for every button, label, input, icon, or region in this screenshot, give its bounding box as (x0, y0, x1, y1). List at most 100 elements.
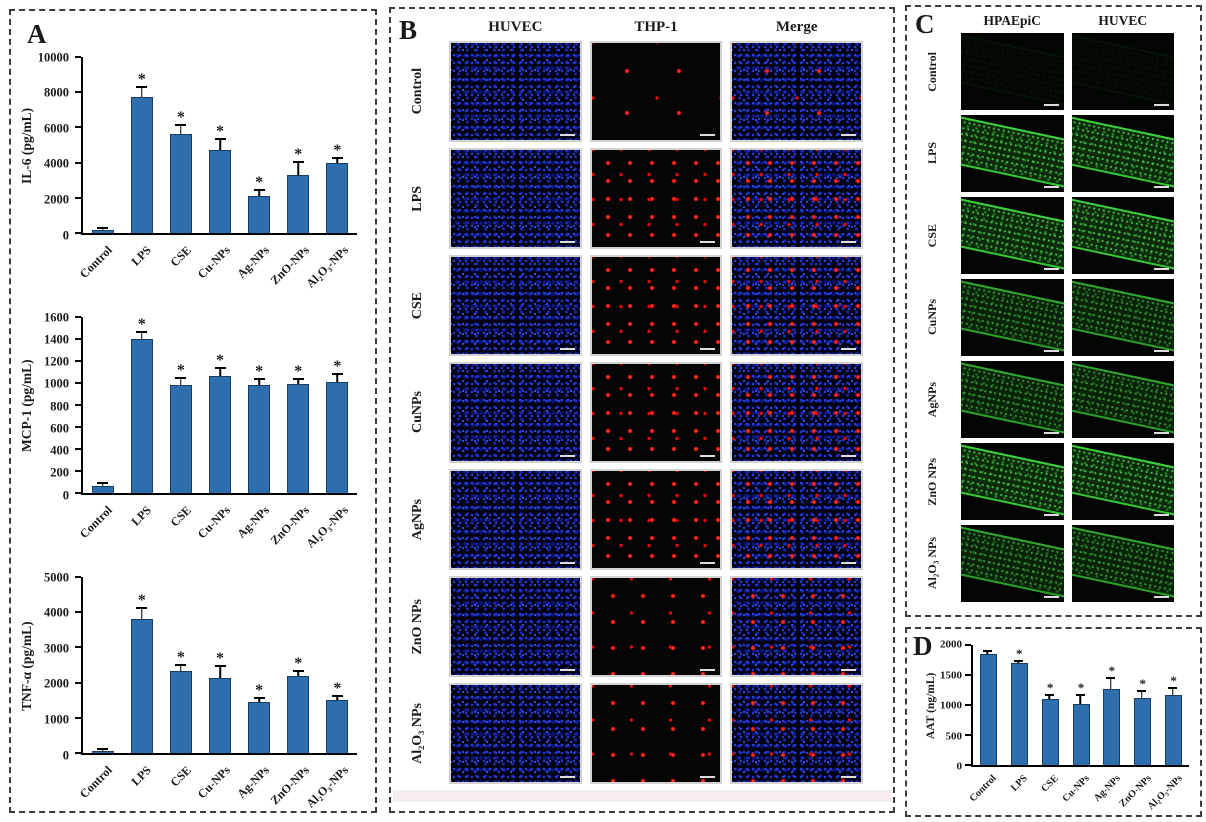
bar-cse (169, 385, 192, 493)
panel-b-grid: Control LPS CSE CuNPs AgNPs ZnO NPs Al₂O₃ NPs (391, 41, 893, 784)
micrograph-hpaepic-zno-nps (961, 443, 1064, 520)
tnfa-x-axis-labels: Control LPS CSE Cu-NPs Ag-NPs ZnO-NPs Al₂O₃-NP… (77, 757, 357, 813)
micrograph-huvec-control (1071, 33, 1174, 110)
y-tick-label: 1200 (44, 354, 69, 369)
y-tick-label: 200 (50, 465, 69, 480)
green-channel-layer (1071, 33, 1174, 107)
green-channel-layer (1071, 443, 1174, 517)
error-bar-al-o-nps (331, 695, 343, 700)
y-tick-label: 2000 (44, 676, 69, 691)
panel-d-letter: D (913, 631, 933, 661)
bar-al-o-nps (326, 381, 349, 493)
thp1-cells-layer (591, 150, 721, 247)
y-tick-mark (75, 646, 81, 649)
mcp1-y-axis: 0 200 400 600 800 1000 1200 1400 1600 (17, 311, 79, 501)
y-tick-mark (965, 674, 971, 676)
scale-bar (559, 348, 575, 350)
y-tick-mark (75, 56, 81, 58)
tnfa-plot-area: * * * * * * (75, 576, 357, 755)
micrograph-thp1-cunps (589, 362, 723, 463)
scale-bar (1154, 104, 1169, 106)
y-tick-mark (75, 752, 81, 754)
y-tick-mark (965, 644, 971, 646)
y-tick-label: 1600 (44, 309, 69, 324)
scale-bar (1043, 432, 1059, 434)
green-channel-layer (961, 115, 1064, 189)
column-header-hpaepic: HPAEpiC (983, 13, 1041, 28)
row-label-agnps: AgNPs (924, 381, 939, 418)
green-channel-layer (1071, 361, 1174, 435)
significance-asterisk: * (176, 108, 185, 126)
thp1-cells-layer (732, 685, 861, 782)
y-tick-label: 4000 (44, 605, 69, 620)
y-tick-label: 1500 (940, 669, 962, 681)
significance-asterisk: * (137, 592, 146, 610)
error-bar-al-o-nps (331, 373, 343, 382)
y-tick-label: 600 (50, 421, 69, 435)
bar-lps (1010, 663, 1028, 765)
row-label-cse: CSE (924, 223, 939, 248)
micrograph-huvec-cunps (449, 362, 582, 463)
row-label-lps: LPS (410, 185, 425, 212)
significance-asterisk: * (1139, 676, 1146, 692)
scale-bar (1154, 596, 1169, 598)
panel-c-row-zno-nps: ZnO NPs (907, 443, 1200, 520)
micrograph-huvec-agnps (1071, 361, 1174, 438)
panel-c-column-headers: HPAEpiC HUVEC (907, 9, 1200, 33)
aat-x-axis-labels: Control LPS CSE Cu-NPs Ag-NPs ZnO-NPs Al₂O₃-NP… (967, 769, 1189, 813)
y-tick-label: 1000 (44, 712, 69, 727)
scale-bar (559, 562, 575, 564)
y-tick-label: 800 (50, 398, 69, 413)
panel-b-row-control: Control (391, 41, 893, 142)
micrograph-thp1-agnps (589, 469, 723, 570)
bar-cu-nps (1072, 704, 1090, 765)
significance-asterisk: * (176, 649, 185, 667)
green-channel-layer (1071, 525, 1174, 599)
significance-asterisk: * (294, 363, 303, 381)
column-header-huvec-c: HUVEC (1098, 13, 1148, 28)
bar-control (91, 485, 114, 493)
y-tick-mark (965, 704, 971, 706)
tnfa-y-axis: 0 1000 2000 3000 4000 5000 (17, 571, 79, 761)
micrograph-merge-zno-nps (730, 576, 863, 677)
bar-zno-nps (287, 174, 310, 233)
row-label-zno-nps: ZnO NPs (924, 457, 939, 506)
green-channel-layer (1071, 279, 1174, 353)
scale-bar (841, 562, 856, 564)
micrograph-huvec-al-o-nps (449, 683, 582, 784)
y-tick-mark (75, 126, 81, 129)
panel-b-row-cunps: CuNPs (391, 362, 893, 463)
aat-bar-chart: AAT (ng/mL) 0 500 1000 1500 2000 * * * * * * Cont… (923, 637, 1197, 813)
row-label-control: Control (924, 51, 939, 92)
panel-c-row-lps: LPS (907, 115, 1200, 192)
panel-c-row-cse: CSE (907, 197, 1200, 274)
significance-asterisk: * (1077, 680, 1085, 695)
micrograph-hpaepic-lps (961, 115, 1064, 192)
significance-asterisk: * (1046, 680, 1054, 696)
aat-plot-area: * * * * * * (965, 644, 1189, 767)
error-bar-zno-nps (292, 378, 304, 384)
scale-bar (700, 134, 716, 136)
micrograph-huvec-zno-nps (449, 576, 582, 677)
scale-bar (559, 776, 575, 778)
panel-c-grid: Control LPS CSE CuNPs AgNPs ZnO NPs Al₂O₃ NPs (907, 33, 1200, 602)
panel-c-row-agnps: AgNPs (907, 361, 1200, 438)
mcp1-x-axis-labels: Control LPS CSE Cu-NPs Ag-NPs ZnO-NPs Al₂O₃-NP… (77, 497, 357, 553)
bar-control (91, 750, 114, 753)
row-label-cunps: CuNPs (410, 391, 425, 434)
bar-al-o-nps (326, 700, 349, 753)
y-tick-mark (75, 492, 81, 494)
significance-asterisk: * (255, 682, 264, 700)
y-tick-mark (75, 611, 81, 614)
micrograph-thp1-al-o-nps (589, 683, 723, 784)
il6-x-axis-labels: Control LPS CSE Cu-NPs Ag-NPs ZnO-NPs Al₂O₃-NP… (77, 237, 357, 293)
scale-bar (841, 776, 856, 778)
y-tick-label: 5000 (44, 569, 69, 584)
scale-bar (841, 348, 856, 350)
error-bar-al-o-nps (1168, 687, 1178, 694)
bar-control (979, 654, 997, 765)
scale-bar (559, 241, 575, 243)
y-tick-label: 4000 (44, 156, 69, 171)
thp1-cells-layer (591, 364, 721, 461)
y-tick-label: 3000 (44, 640, 69, 655)
